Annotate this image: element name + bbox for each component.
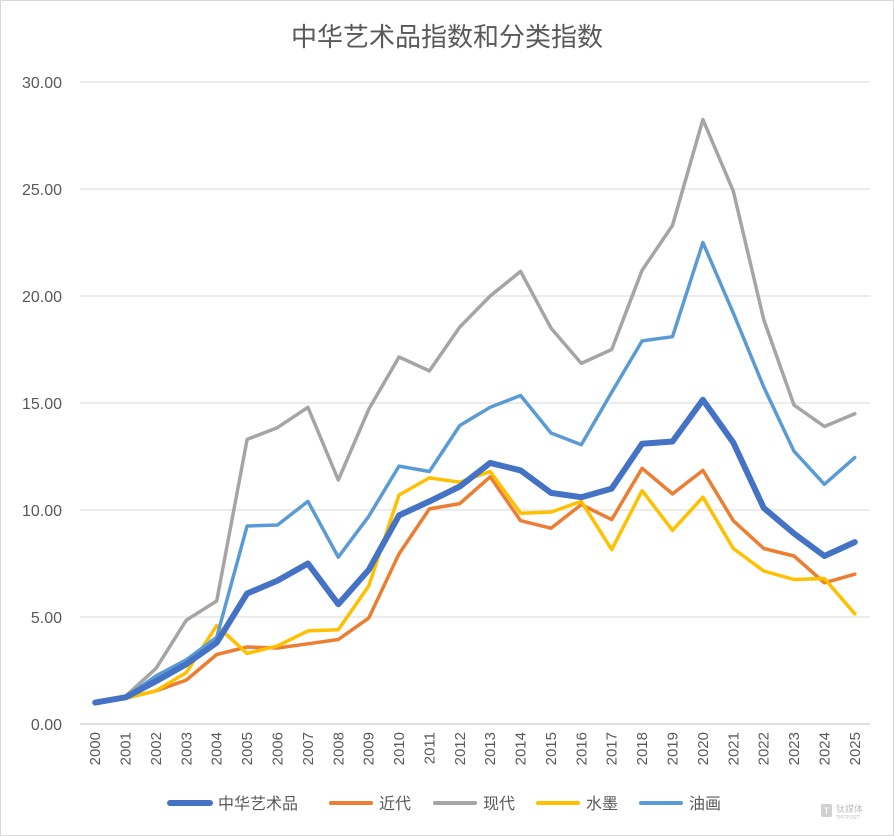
watermark-logo-icon [821, 804, 832, 817]
x-tick-label: 2014 [513, 732, 530, 765]
x-tick-label: 2012 [452, 732, 469, 765]
legend: 中华艺术品 近代 现代 水墨 油画 [167, 794, 721, 813]
x-tick-label: 2013 [482, 732, 499, 765]
x-tick-label: 2009 [361, 732, 378, 765]
y-axis: 0.00 5.00 10.00 15.00 20.00 25.00 30.00 [22, 75, 62, 734]
x-tick-label: 2015 [543, 732, 560, 765]
x-tick-label: 2006 [270, 732, 287, 765]
x-tick-label: 2017 [604, 732, 621, 765]
x-tick-label: 2021 [725, 732, 742, 765]
watermark-logo-letter: T [823, 807, 830, 817]
legend-label: 现代 [483, 794, 515, 813]
watermark-text: 钛媒体 [836, 803, 863, 815]
x-tick-label: 2018 [634, 732, 651, 765]
series-lines [92, 117, 858, 706]
chart-title: 中华艺术品指数和分类指数 [291, 23, 603, 53]
x-tick-label: 2024 [816, 732, 833, 765]
y-tick-label: 15.00 [22, 396, 62, 413]
legend-label: 水墨 [586, 794, 618, 813]
y-tick-label: 25.00 [22, 182, 62, 199]
y-tick-label: 30.00 [22, 75, 62, 92]
x-tick-label: 2020 [695, 732, 712, 765]
x-axis: 2000 2001 2002 2003 2004 2005 2006 2007 2008 2009… [80, 723, 870, 765]
x-tick-label: 2023 [786, 732, 803, 765]
series-line-3 [93, 117, 857, 705]
x-tick-label: 2007 [300, 732, 317, 765]
x-tick-label: 2005 [239, 732, 256, 765]
y-tick-label: 20.00 [22, 289, 62, 306]
grid-lines [80, 81, 870, 725]
legend-label: 油画 [689, 794, 721, 813]
watermark-subtext: TMTPOST [835, 815, 861, 821]
y-tick-label: 5.00 [31, 610, 62, 627]
x-tick-label: 2004 [209, 732, 226, 765]
series-line-2 [93, 466, 857, 705]
x-tick-label: 2008 [330, 732, 347, 765]
legend-label: 中华艺术品 [218, 794, 298, 813]
x-tick-label: 2011 [421, 732, 438, 764]
y-tick-label: 10.00 [22, 503, 62, 520]
x-tick-label: 2002 [148, 732, 165, 765]
series-line-5 [93, 240, 857, 705]
legend-label: 近代 [379, 794, 411, 813]
x-tick-label: 2025 [847, 732, 864, 765]
x-tick-label: 2000 [87, 732, 104, 765]
x-tick-label: 2019 [665, 732, 682, 765]
x-tick-label: 2016 [573, 732, 590, 765]
x-tick-label: 2001 [118, 732, 135, 765]
y-tick-label: 0.00 [31, 717, 62, 734]
series-line-1 [92, 396, 858, 706]
watermark: T 钛媒体 TMTPOST [821, 803, 863, 821]
x-tick-label: 2022 [756, 732, 773, 765]
series-line-4 [93, 469, 857, 705]
x-tick-label: 2010 [391, 732, 408, 765]
x-tick-label: 2003 [178, 732, 195, 765]
